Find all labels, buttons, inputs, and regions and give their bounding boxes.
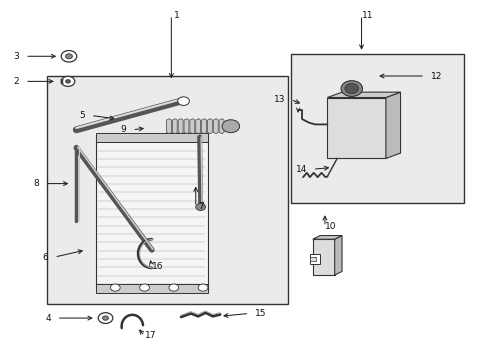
Polygon shape (207, 119, 212, 134)
Bar (312, 239, 334, 275)
Circle shape (195, 203, 205, 211)
Circle shape (198, 284, 207, 291)
Bar (310, 253, 320, 264)
Circle shape (140, 284, 149, 291)
Text: 7: 7 (198, 202, 204, 211)
Polygon shape (178, 119, 183, 134)
Circle shape (65, 80, 70, 83)
Text: 10: 10 (325, 222, 336, 231)
Polygon shape (172, 119, 177, 134)
Polygon shape (312, 235, 341, 239)
Circle shape (168, 284, 178, 291)
Circle shape (110, 284, 120, 291)
Text: 1: 1 (174, 10, 180, 19)
Text: 12: 12 (430, 72, 441, 81)
Text: 14: 14 (295, 165, 306, 174)
Polygon shape (183, 119, 188, 134)
Circle shape (61, 76, 75, 86)
Text: 3: 3 (14, 52, 19, 61)
Circle shape (344, 84, 358, 94)
Text: 4: 4 (45, 314, 51, 323)
Bar (327, 98, 385, 158)
Polygon shape (189, 119, 194, 134)
Polygon shape (334, 235, 341, 275)
Text: 5: 5 (79, 111, 85, 120)
Text: 9: 9 (121, 125, 126, 134)
Bar (96, 284, 207, 293)
Polygon shape (166, 119, 171, 134)
Polygon shape (385, 92, 400, 158)
Circle shape (102, 316, 108, 320)
Circle shape (340, 81, 362, 96)
Polygon shape (201, 119, 206, 134)
Bar (310, 257, 316, 261)
Text: 13: 13 (273, 95, 285, 104)
Bar (290, 54, 463, 203)
Text: 8: 8 (33, 179, 39, 188)
Circle shape (61, 50, 77, 62)
Circle shape (98, 313, 113, 323)
Polygon shape (96, 137, 207, 289)
Polygon shape (213, 119, 218, 134)
Bar (47, 76, 288, 304)
Circle shape (65, 54, 72, 59)
Text: 15: 15 (255, 309, 266, 318)
Bar (96, 134, 207, 142)
Text: 6: 6 (42, 253, 48, 262)
Text: 17: 17 (144, 332, 156, 341)
Text: 11: 11 (361, 10, 372, 19)
Polygon shape (327, 92, 400, 98)
Polygon shape (195, 119, 200, 134)
Polygon shape (219, 119, 224, 134)
Text: 16: 16 (152, 262, 163, 271)
Circle shape (177, 97, 189, 105)
Text: 2: 2 (14, 77, 19, 86)
Circle shape (222, 120, 239, 133)
